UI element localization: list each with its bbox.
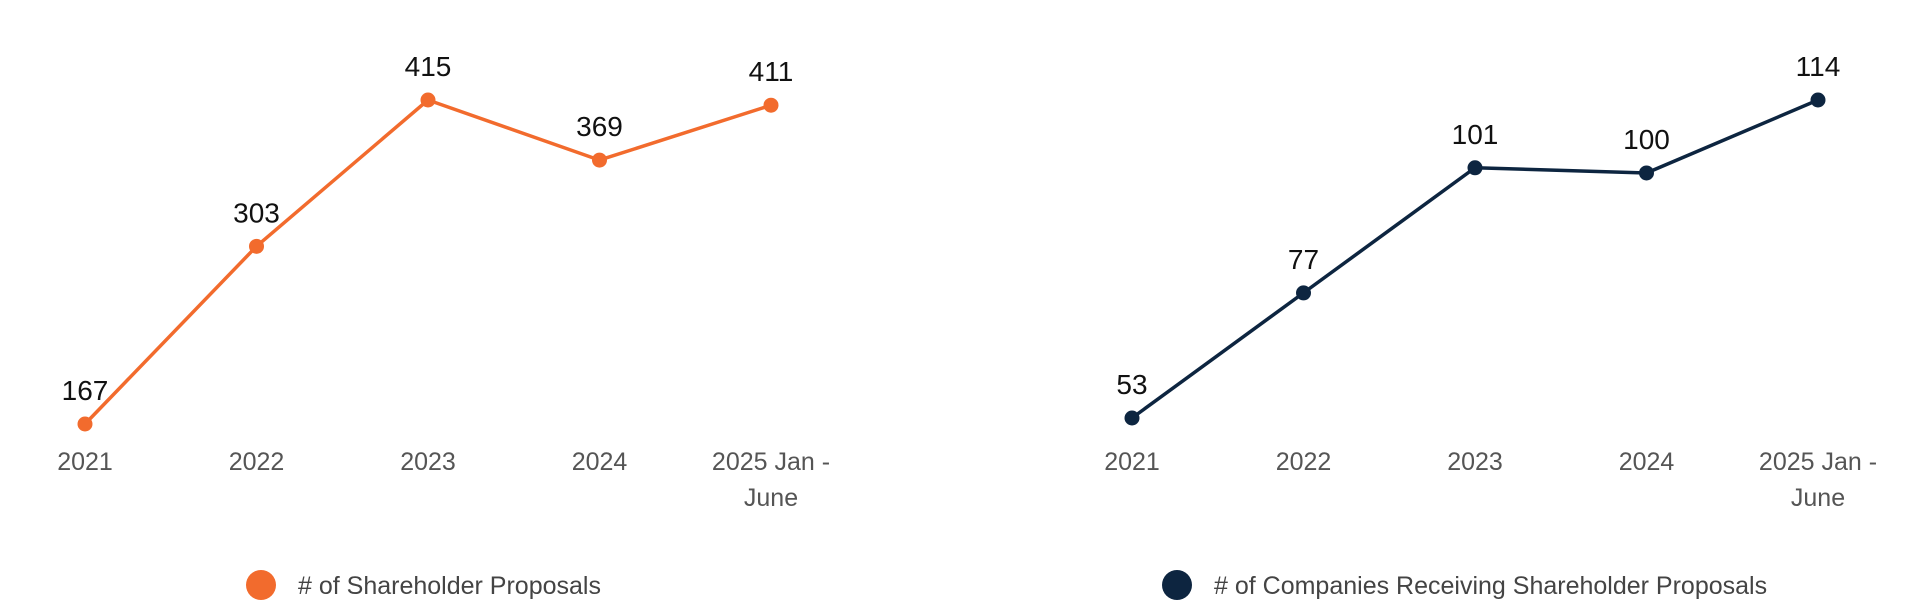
- chart-panel-2: 53 77 101 100 114 2021 2022 2023 2024 2025 Jan -J…: [1104, 51, 1877, 600]
- x-tick-label: 2024: [572, 448, 628, 476]
- data-label: 167: [62, 375, 109, 406]
- legend: # of Companies Receiving Shareholder Pro…: [1162, 570, 1767, 600]
- data-label: 114: [1796, 51, 1841, 82]
- x-tick-label: 2023: [1447, 448, 1503, 476]
- data-point: [1639, 165, 1654, 181]
- legend-label: # of Companies Receiving Shareholder Pro…: [1214, 572, 1767, 600]
- x-tick-label: 2025 Jan -June: [712, 448, 830, 512]
- data-label: 411: [749, 56, 794, 87]
- data-point: [1467, 160, 1483, 176]
- data-label: 77: [1288, 244, 1319, 275]
- x-tick-label: 2021: [57, 448, 113, 476]
- legend-marker: [1162, 570, 1192, 600]
- x-tick-label: 2024: [1619, 448, 1675, 476]
- data-point: [249, 238, 264, 254]
- data-label: 303: [233, 197, 280, 228]
- data-label: 101: [1452, 119, 1499, 150]
- data-point: [1810, 92, 1826, 108]
- data-point: [77, 416, 93, 432]
- data-label: 100: [1623, 124, 1670, 155]
- x-tick-label: 2022: [229, 448, 285, 476]
- series-line: [83, 98, 773, 426]
- chart-panel-1: 167 303 415 369 411 2021 2022 2023 2024 2025 Jan …: [57, 51, 830, 600]
- data-point: [420, 92, 436, 108]
- legend-marker: [246, 570, 276, 600]
- legend: # of Shareholder Proposals: [246, 570, 601, 600]
- data-point: [1296, 285, 1311, 301]
- data-point: [763, 97, 779, 113]
- data-point: [1124, 410, 1140, 426]
- data-point: [592, 152, 607, 168]
- data-label: 369: [576, 111, 623, 142]
- data-label: 53: [1116, 369, 1147, 400]
- data-label: 415: [405, 51, 452, 82]
- x-tick-label: 2022: [1276, 448, 1332, 476]
- legend-label: # of Shareholder Proposals: [298, 572, 601, 600]
- x-tick-label: 2025 Jan -June: [1759, 448, 1877, 512]
- x-tick-label: 2023: [400, 448, 456, 476]
- x-tick-label: 2021: [1104, 448, 1160, 476]
